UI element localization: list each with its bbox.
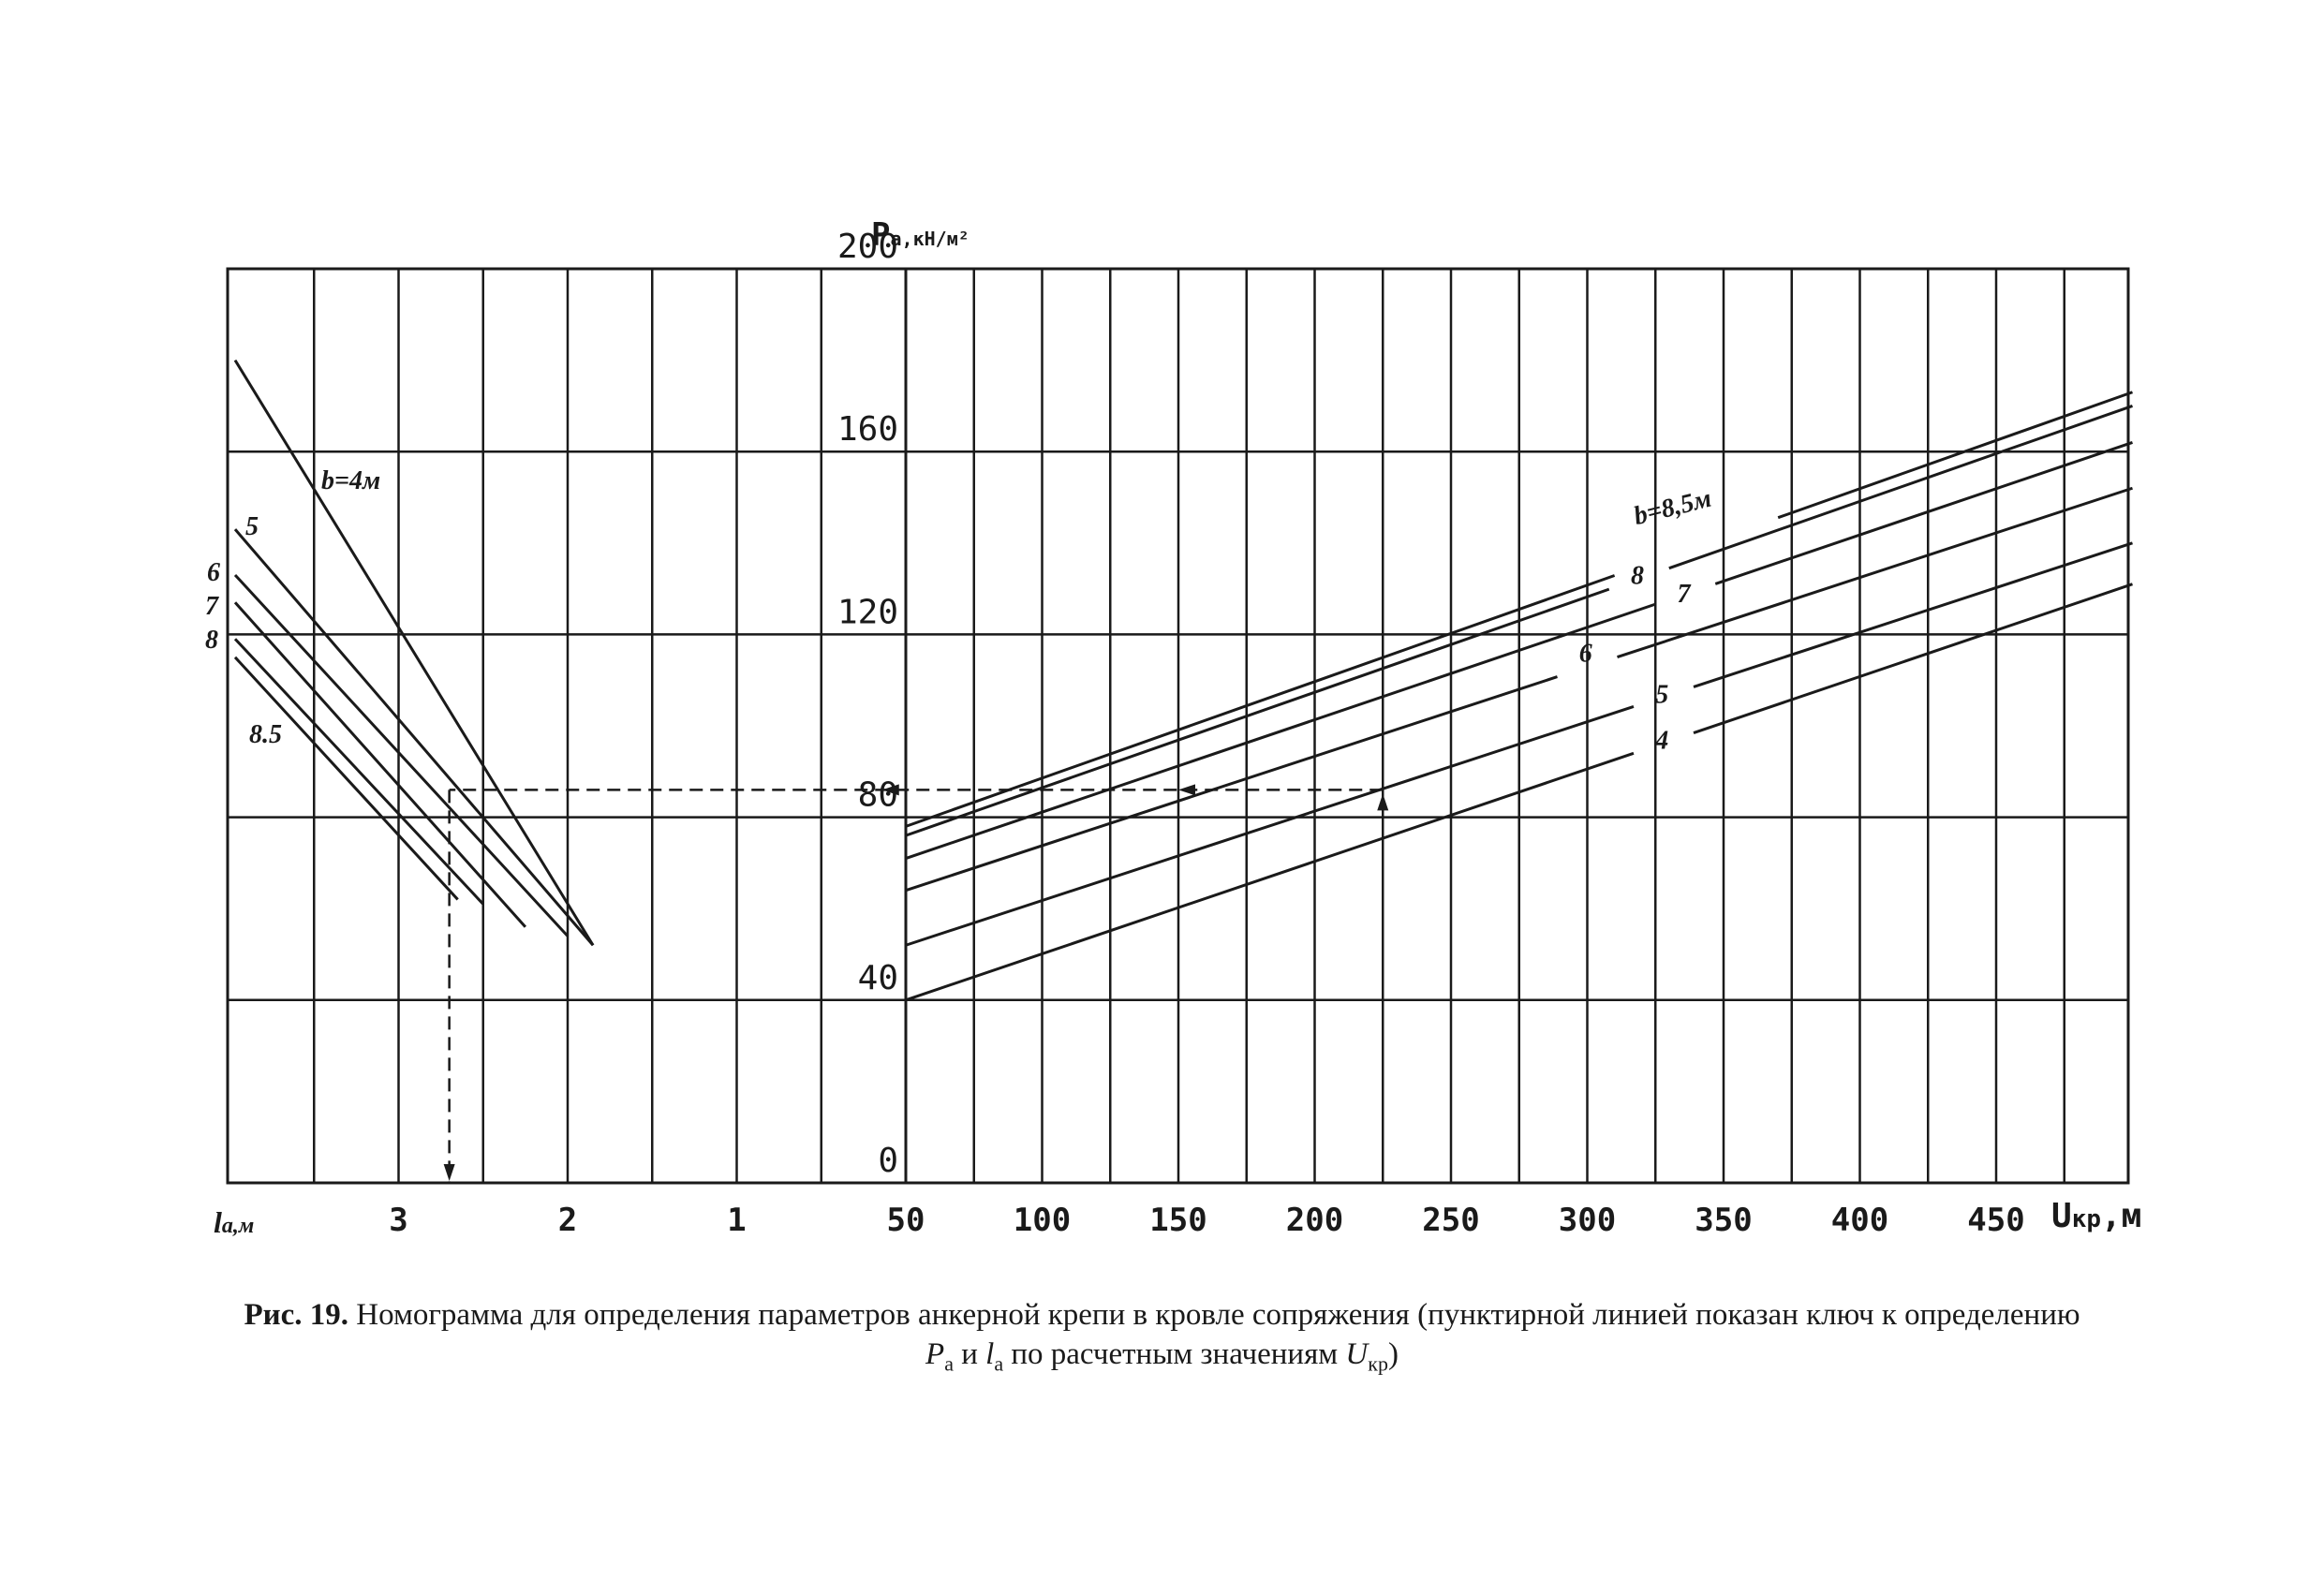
series-line-left — [233, 359, 595, 947]
x-tick-label: 50 — [887, 1202, 925, 1239]
series-line-right — [905, 391, 2134, 828]
series-line-right — [905, 441, 2133, 860]
caption-p-sub: а — [944, 1351, 954, 1376]
chart-series — [233, 359, 2134, 1002]
series-line-right — [905, 404, 2133, 837]
caption-u-main: U — [1345, 1337, 1369, 1371]
x-tick-label: 100 — [1014, 1202, 1071, 1239]
series-line-left — [233, 601, 526, 928]
caption-end: ) — [1387, 1337, 1399, 1371]
series-line-right — [905, 486, 2133, 893]
series-label: 7 — [1678, 580, 1692, 609]
caption-u-sub: кр — [1368, 1351, 1388, 1376]
chart-grid — [226, 267, 2130, 1185]
series-line-right — [905, 583, 2133, 1002]
series-line-left — [233, 573, 570, 937]
x-tick-label: 450 — [1967, 1202, 2024, 1239]
caption-text: Номограмма для определения параметров ан… — [356, 1298, 2080, 1332]
y-axis-title: Pа,кН/м² — [871, 216, 970, 254]
x-tick-label: 200 — [1286, 1202, 1343, 1239]
x-tick-label: 150 — [1149, 1202, 1206, 1239]
caption-and: и — [953, 1337, 986, 1371]
y-tick-label: 200 — [837, 228, 898, 266]
caption-p-main: P — [925, 1337, 945, 1371]
caption-l-sub: а — [994, 1351, 1004, 1376]
x-tick-label: 300 — [1559, 1202, 1616, 1239]
caption-figure-number: Рис. 19. — [244, 1298, 349, 1332]
nomogram-chart: b=8,5м87654b=4м56788.504080120160200Pа,к… — [205, 216, 2141, 1239]
x-tick-label: 250 — [1422, 1202, 1479, 1239]
series-label: b=4м — [321, 466, 380, 495]
series-label: 5 — [1655, 681, 1668, 710]
y-tick-label: 40 — [858, 959, 898, 997]
series-label: 5 — [245, 512, 259, 541]
x-tick-label: 350 — [1695, 1202, 1752, 1239]
series-label: b=8,5м — [1631, 484, 1714, 531]
series-label: 8 — [1631, 562, 1644, 591]
y-tick-label: 120 — [837, 593, 898, 631]
series-label: 4 — [1654, 726, 1668, 755]
series-line-right — [905, 541, 2133, 947]
key-line-arrow — [881, 784, 899, 796]
key-line-arrow — [443, 1164, 455, 1181]
series-line-left — [233, 638, 484, 906]
caption-line-2: Pа и lа по расчетным значениям Uкр) — [75, 1335, 2249, 1384]
figure-caption: Рис. 19. Номограмма для определения пара… — [75, 1295, 2249, 1384]
series-line-left — [233, 656, 459, 901]
caption-l-main: l — [985, 1337, 995, 1371]
x-tick-label: 3 — [389, 1202, 407, 1239]
series-line-left — [233, 528, 595, 947]
series-label: 8.5 — [249, 720, 282, 749]
caption-line-1: Рис. 19. Номограмма для определения пара… — [75, 1295, 2249, 1335]
series-label: 6 — [1579, 640, 1592, 669]
key-line-arrow — [1377, 793, 1389, 811]
y-tick-label: 0 — [878, 1142, 898, 1180]
chart-labels: b=8,5м87654b=4м56788.504080120160200Pа,к… — [205, 216, 2141, 1239]
y-tick-label: 80 — [858, 776, 898, 815]
series-label: 8 — [205, 626, 218, 655]
x-tick-label: 1 — [727, 1202, 746, 1239]
x-axis-title-right: Uкр,м — [2051, 1197, 2141, 1235]
x-axis-title-left: lа,м — [214, 1205, 254, 1239]
y-tick-label: 160 — [837, 410, 898, 449]
caption-mid: по расчетным значениям — [1003, 1337, 1346, 1371]
x-tick-label: 400 — [1831, 1202, 1888, 1239]
key-line-arrow — [1178, 784, 1195, 796]
series-label: 6 — [207, 558, 220, 587]
key-line — [443, 784, 1389, 1183]
series-label: 7 — [205, 592, 219, 621]
x-tick-label: 2 — [558, 1202, 577, 1239]
